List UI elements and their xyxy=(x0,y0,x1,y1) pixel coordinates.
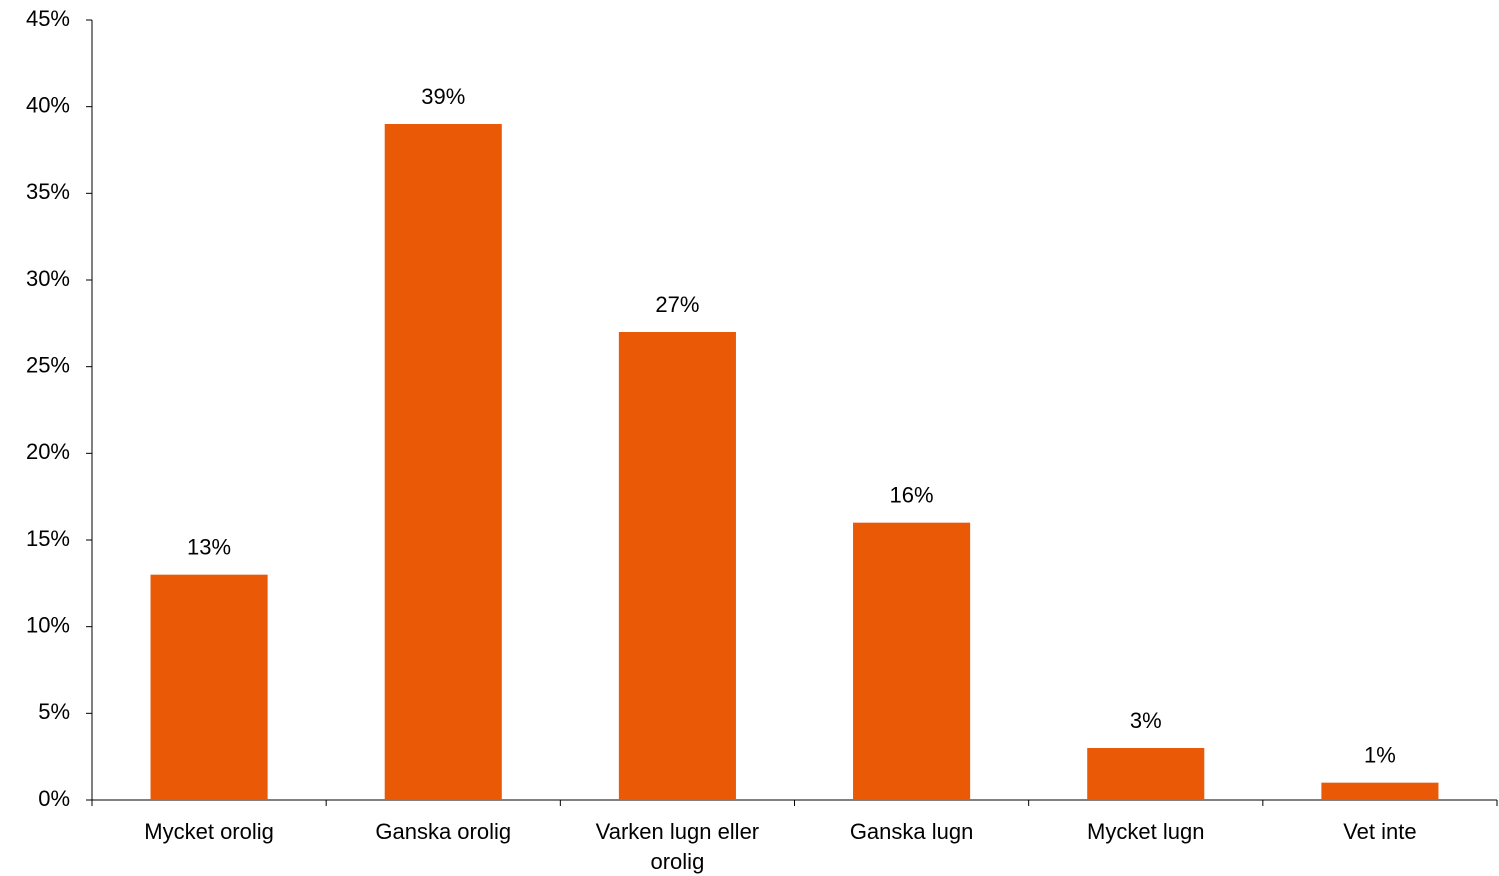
y-tick-label: 45% xyxy=(26,6,70,31)
y-tick-label: 40% xyxy=(26,92,70,117)
y-tick-label: 0% xyxy=(38,786,70,811)
x-tick-label: Ganska lugn xyxy=(849,819,974,844)
x-tick-label: Ganska orolig xyxy=(375,819,512,844)
value-label: 16% xyxy=(890,482,934,507)
y-tick-label: 25% xyxy=(26,352,70,377)
y-tick-label: 30% xyxy=(26,266,70,291)
bar xyxy=(1087,748,1205,800)
x-tick-label: Mycket orolig xyxy=(144,819,274,844)
x-tick-label: Vet inte xyxy=(1343,819,1417,844)
value-label: 1% xyxy=(1364,742,1396,767)
bar xyxy=(150,574,268,800)
value-label: 39% xyxy=(421,84,465,109)
x-tick-label: Varken lugn eller orolig xyxy=(595,819,760,874)
bar xyxy=(384,124,502,800)
x-tick-label: Mycket lugn xyxy=(1087,819,1205,844)
bar xyxy=(618,332,736,800)
y-tick-label: 15% xyxy=(26,526,70,551)
value-label: 27% xyxy=(655,292,699,317)
bar xyxy=(853,522,971,800)
value-label: 3% xyxy=(1130,708,1162,733)
value-label: 13% xyxy=(187,534,231,559)
y-tick-label: 20% xyxy=(26,439,70,464)
y-tick-label: 10% xyxy=(26,612,70,637)
y-tick-label: 35% xyxy=(26,179,70,204)
bar xyxy=(1321,782,1439,800)
y-tick-label: 5% xyxy=(38,699,70,724)
